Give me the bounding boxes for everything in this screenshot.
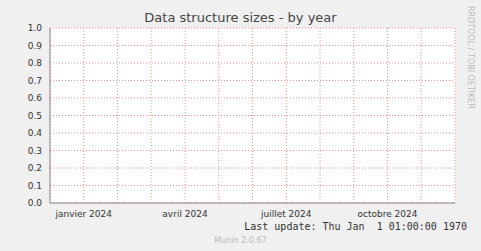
svg-text:0.2: 0.2 [28, 163, 42, 173]
svg-text:0.3: 0.3 [28, 146, 42, 156]
html-text:Munin 2.0.67: Munin 2.0.67 [214, 236, 267, 245]
html-text:Last update: Thu Jan 1 01:00:0: Last update: Thu Jan 1 01:00:00 1970 [244, 221, 467, 232]
svg-text:0.8: 0.8 [28, 58, 43, 68]
html-text:Data structure sizes - by year: Data structure sizes - by year [144, 10, 337, 25]
svg-text:octobre 2024: octobre 2024 [357, 209, 417, 219]
svg-text:1.0: 1.0 [28, 23, 43, 33]
svg-text:0.4: 0.4 [28, 128, 43, 138]
svg-text:0.6: 0.6 [28, 93, 43, 103]
svg-text:janvier 2024: janvier 2024 [54, 209, 112, 219]
svg-text:avril 2024: avril 2024 [162, 209, 208, 219]
html-text:RRDTOOL / TOBI OETIKER: RRDTOOL / TOBI OETIKER [466, 6, 475, 109]
svg-text:0.7: 0.7 [28, 76, 42, 86]
svg-text:0.9: 0.9 [28, 41, 43, 51]
svg-text:0.0: 0.0 [28, 198, 43, 208]
svg-text:juillet 2024: juillet 2024 [260, 209, 312, 219]
svg-text:0.1: 0.1 [28, 181, 42, 191]
svg-text:0.5: 0.5 [28, 111, 42, 121]
